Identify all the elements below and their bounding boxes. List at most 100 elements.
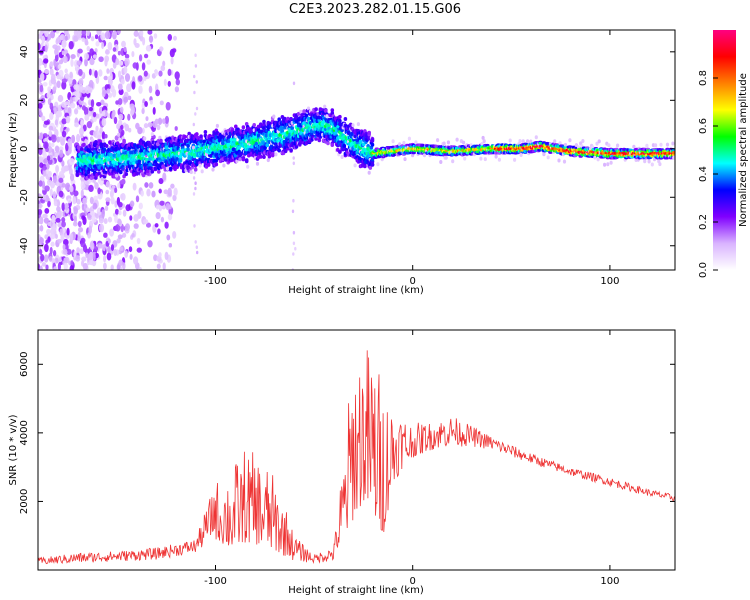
noise-speckle [145, 222, 152, 228]
noise-speckle [145, 44, 152, 52]
noise-speckle [163, 78, 167, 87]
noise-speckle [58, 171, 65, 179]
noise-speckle [138, 266, 142, 270]
noise-speckle [117, 218, 122, 226]
noise-speckle [58, 190, 64, 198]
noise-speckle [80, 120, 85, 126]
noise-speckle [61, 118, 67, 125]
noise-speckle [120, 192, 126, 201]
noise-speckle [102, 262, 107, 270]
noise-speckle [159, 100, 164, 106]
noise-speckle [138, 75, 143, 82]
spectral-cell [325, 114, 329, 119]
spectral-cell [90, 161, 95, 165]
spectral-cell [211, 167, 215, 172]
noise-speckle [130, 109, 134, 116]
spectral-cell [238, 157, 242, 162]
noise-speckle [90, 36, 95, 42]
spectral-cell [290, 126, 295, 131]
noise-speckle [56, 74, 62, 80]
noise-speckle [52, 175, 57, 183]
noise-speckle [162, 172, 167, 181]
noise-speckle [47, 86, 52, 93]
noise-speckle [117, 201, 123, 208]
spectral-cell [302, 109, 306, 114]
noise-speckle [139, 30, 144, 37]
noise-speckle [41, 194, 47, 200]
noise-speckle [47, 200, 51, 208]
spectral-cell [597, 139, 601, 144]
noise-speckle [154, 223, 159, 228]
noise-speckle [70, 102, 76, 109]
noise-speckle [167, 187, 172, 197]
noise-speckle [86, 45, 91, 52]
spectral-cell [101, 138, 106, 143]
spectral-cell [118, 137, 122, 142]
spectral-cell [407, 136, 411, 141]
spectral-cell [85, 180, 89, 185]
noise-speckle [123, 46, 127, 53]
noise-speckle [167, 80, 171, 87]
noise-speckle [109, 72, 113, 80]
spectral-cell [114, 173, 119, 178]
spectral-cell [317, 115, 322, 120]
noise-speckle [76, 30, 82, 39]
noise-speckle [76, 60, 82, 66]
spectral-cell [141, 173, 146, 178]
noise-speckle [95, 41, 100, 47]
noise-speckle [109, 228, 115, 237]
noise-speckle [38, 107, 42, 116]
noise-speckle [84, 85, 91, 94]
spectral-cell [562, 159, 567, 164]
noise-speckle [59, 149, 64, 158]
noise-speckle [52, 223, 57, 232]
noise-speckle [158, 252, 162, 258]
noise-speckle [44, 44, 48, 53]
noise-speckle [98, 244, 104, 249]
noise-speckle [174, 71, 180, 80]
noise-speckle [56, 136, 61, 143]
noise-speckle [172, 48, 177, 53]
noise-speckle [131, 233, 135, 238]
noise-speckle [38, 143, 41, 150]
noise-speckle [52, 30, 57, 33]
noise-speckle [45, 264, 49, 270]
noise-speckle [116, 238, 121, 244]
noise-speckle [95, 213, 99, 219]
noise-speckle [292, 252, 295, 256]
spectral-cell [568, 138, 572, 143]
noise-speckle [292, 198, 295, 203]
noise-speckle [103, 75, 108, 81]
noise-speckle [50, 142, 55, 148]
noise-speckle [77, 48, 83, 54]
noise-speckle [84, 58, 88, 67]
spectral-cell [189, 170, 193, 175]
spectral-cell [133, 143, 137, 148]
noise-speckle [136, 247, 143, 253]
noise-speckle [48, 255, 53, 262]
spectral-cell [607, 143, 611, 148]
noise-speckle [147, 30, 153, 35]
noise-speckle [101, 110, 106, 117]
spectral-cell [255, 161, 260, 166]
noise-speckle [62, 55, 68, 64]
noise-speckle [39, 225, 44, 232]
noise-speckle [38, 218, 42, 224]
noise-speckle [78, 68, 83, 77]
noise-speckle [106, 88, 111, 94]
noise-speckle [132, 62, 138, 69]
noise-speckle [38, 180, 43, 187]
spectral-cell [116, 153, 121, 158]
noise-speckle [164, 251, 169, 261]
spectral-cell [330, 143, 335, 147]
spectral-cell [444, 155, 448, 160]
noise-speckle [120, 78, 125, 85]
noise-speckle [172, 194, 177, 202]
noise-speckle [46, 228, 51, 235]
noise-speckle [39, 30, 44, 38]
noise-speckle [63, 257, 68, 263]
noise-speckle [167, 68, 172, 77]
noise-speckle [61, 80, 67, 90]
noise-speckle [143, 123, 149, 129]
spectral-cell [518, 139, 522, 143]
